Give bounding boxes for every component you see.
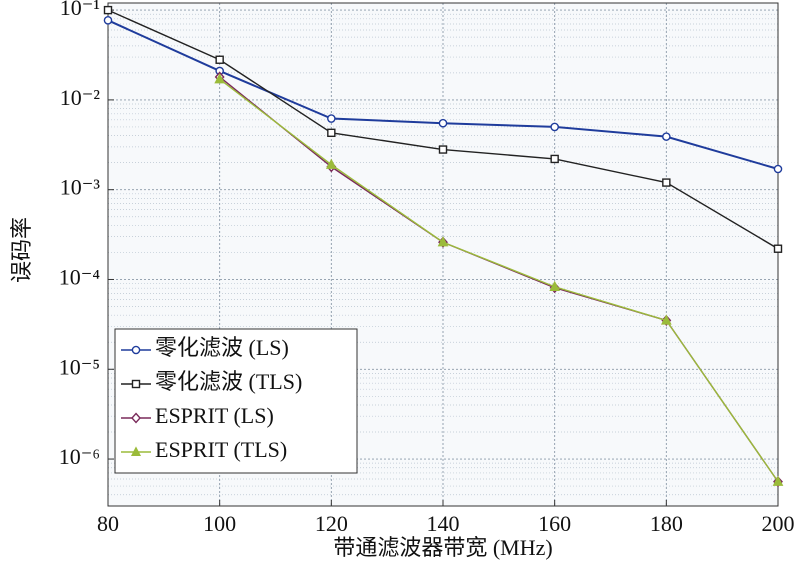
x-tick-label: 80 bbox=[97, 511, 119, 536]
legend-label: ESPRIT (LS) bbox=[155, 403, 274, 428]
marker bbox=[550, 154, 559, 164]
marker bbox=[437, 236, 449, 247]
marker bbox=[103, 5, 113, 15]
marker bbox=[662, 178, 671, 187]
marker bbox=[662, 132, 671, 141]
marker bbox=[327, 114, 336, 123]
y-axis-label: 误码率 bbox=[9, 217, 34, 283]
legend-marker bbox=[131, 412, 141, 424]
legend-label: ESPRIT (TLS) bbox=[155, 437, 287, 462]
marker bbox=[550, 122, 559, 132]
legend-label: 零化滤波 (LS) bbox=[155, 335, 289, 360]
marker bbox=[660, 314, 672, 325]
x-axis-label: 带通滤波器带宽 (MHz) bbox=[333, 535, 552, 560]
series-line bbox=[219, 78, 779, 483]
y-tick-label: 10⁻⁶ bbox=[59, 444, 100, 469]
x-tick-label: 160 bbox=[538, 511, 571, 536]
marker bbox=[549, 280, 561, 291]
marker bbox=[772, 475, 784, 486]
x-tick-label: 200 bbox=[762, 511, 795, 536]
marker bbox=[773, 164, 783, 174]
y-tick-label: 10⁻¹ bbox=[60, 0, 100, 20]
y-tick-label: 10⁻⁵ bbox=[59, 354, 100, 379]
legend-box bbox=[114, 328, 358, 474]
y-tick-label: 10⁻³ bbox=[60, 175, 101, 200]
marker bbox=[327, 128, 336, 138]
x-tick-label: 100 bbox=[203, 511, 236, 536]
x-tick-label: 140 bbox=[427, 511, 460, 536]
y-tick-label: 10⁻² bbox=[60, 85, 101, 110]
legend-marker bbox=[131, 379, 141, 389]
marker bbox=[215, 55, 224, 64]
x-tick-label: 180 bbox=[650, 511, 683, 536]
marker bbox=[438, 118, 448, 128]
marker bbox=[103, 16, 113, 25]
legend-marker bbox=[130, 446, 142, 456]
legend-label: 零化滤波 (TLS) bbox=[155, 369, 302, 394]
marker bbox=[325, 158, 337, 169]
marker bbox=[438, 145, 448, 154]
legend-marker bbox=[131, 345, 141, 355]
marker bbox=[214, 73, 226, 84]
x-tick-label: 120 bbox=[315, 511, 348, 536]
y-tick-label: 10⁻⁴ bbox=[59, 265, 101, 290]
marker bbox=[773, 244, 783, 253]
